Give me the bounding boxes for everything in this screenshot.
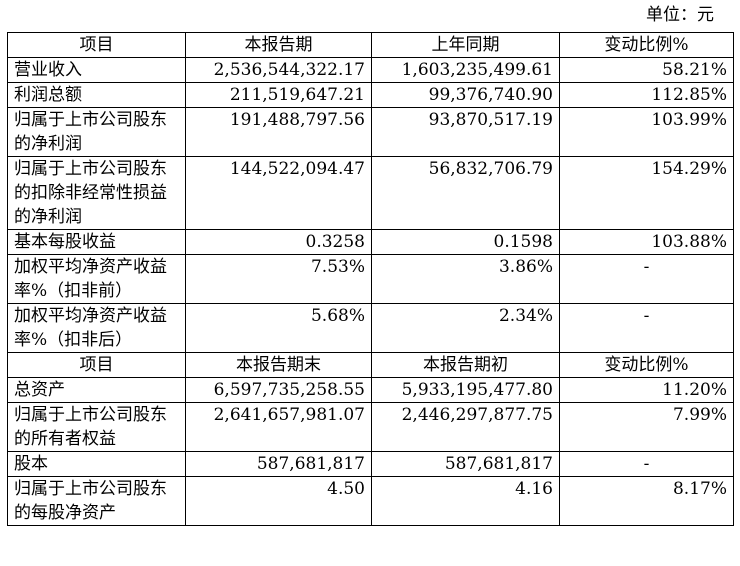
prior-value: 56,832,706.79 <box>371 156 560 230</box>
current-value: 7.53% <box>185 254 372 304</box>
table-row: 归属于上市公司股东的净利润 191,488,797.56 93,870,517.… <box>7 107 734 157</box>
current-value: 5.68% <box>185 303 372 353</box>
header-cell: 本报告期初 <box>371 352 560 378</box>
change-value: 58.21% <box>559 57 734 83</box>
header-cell: 变动比例% <box>559 352 734 378</box>
change-value: - <box>559 451 734 477</box>
row-label: 基本每股收益 <box>7 229 186 255</box>
prior-value: 93,870,517.19 <box>371 107 560 157</box>
row-label: 归属于上市公司股东的净利润 <box>7 107 186 157</box>
change-value: 154.29% <box>559 156 734 230</box>
row-label: 利润总额 <box>7 82 186 108</box>
table-row: 总资产 6,597,735,258.55 5,933,195,477.80 11… <box>7 377 734 403</box>
table-row: 加权平均净资产收益率%（扣非后） 5.68% 2.34% - <box>7 303 734 353</box>
prior-value: 587,681,817 <box>371 451 560 477</box>
row-label: 加权平均净资产收益率%（扣非前） <box>7 254 186 304</box>
row-label: 归属于上市公司股东的所有者权益 <box>7 402 186 452</box>
change-value: 103.99% <box>559 107 734 157</box>
table-row: 利润总额 211,519,647.21 99,376,740.90 112.85… <box>7 82 734 108</box>
row-label: 加权平均净资产收益率%（扣非后） <box>7 303 186 353</box>
header-cell: 项目 <box>7 32 186 58</box>
current-value: 0.3258 <box>185 229 372 255</box>
header-row-1: 项目 本报告期 上年同期 变动比例% <box>7 32 734 58</box>
table-row: 归属于上市公司股东的每股净资产 4.50 4.16 8.17% <box>7 476 734 526</box>
row-label: 总资产 <box>7 377 186 403</box>
financial-table: 项目 本报告期 上年同期 变动比例% 营业收入 2,536,544,322.17… <box>7 32 734 526</box>
change-value: 8.17% <box>559 476 734 526</box>
current-value: 144,522,094.47 <box>185 156 372 230</box>
current-value: 4.50 <box>185 476 372 526</box>
current-value: 211,519,647.21 <box>185 82 372 108</box>
row-label: 营业收入 <box>7 57 186 83</box>
change-value: 7.99% <box>559 402 734 452</box>
current-value: 2,641,657,981.07 <box>185 402 372 452</box>
row-label: 股本 <box>7 451 186 477</box>
change-value: 112.85% <box>559 82 734 108</box>
table-row: 归属于上市公司股东的所有者权益 2,641,657,981.07 2,446,2… <box>7 402 734 452</box>
prior-value: 99,376,740.90 <box>371 82 560 108</box>
prior-value: 3.86% <box>371 254 560 304</box>
change-value: - <box>559 254 734 304</box>
row-label: 归属于上市公司股东的每股净资产 <box>7 476 186 526</box>
current-value: 2,536,544,322.17 <box>185 57 372 83</box>
prior-value: 4.16 <box>371 476 560 526</box>
table-row: 股本 587,681,817 587,681,817 - <box>7 451 734 477</box>
current-value: 6,597,735,258.55 <box>185 377 372 403</box>
header-cell: 变动比例% <box>559 32 734 58</box>
current-value: 587,681,817 <box>185 451 372 477</box>
header-cell: 本报告期末 <box>185 352 372 378</box>
table-row: 归属于上市公司股东的扣除非经常性损益的净利润 144,522,094.47 56… <box>7 156 734 230</box>
row-label: 归属于上市公司股东的扣除非经常性损益的净利润 <box>7 156 186 230</box>
header-row-2: 项目 本报告期末 本报告期初 变动比例% <box>7 352 734 378</box>
prior-value: 2,446,297,877.75 <box>371 402 560 452</box>
table-row: 营业收入 2,536,544,322.17 1,603,235,499.61 5… <box>7 57 734 83</box>
prior-value: 2.34% <box>371 303 560 353</box>
prior-value: 0.1598 <box>371 229 560 255</box>
table-row: 基本每股收益 0.3258 0.1598 103.88% <box>7 229 734 255</box>
table-row: 加权平均净资产收益率%（扣非前） 7.53% 3.86% - <box>7 254 734 304</box>
header-cell: 本报告期 <box>185 32 372 58</box>
change-value: - <box>559 303 734 353</box>
change-value: 11.20% <box>559 377 734 403</box>
current-value: 191,488,797.56 <box>185 107 372 157</box>
prior-value: 1,603,235,499.61 <box>371 57 560 83</box>
header-cell: 项目 <box>7 352 186 378</box>
change-value: 103.88% <box>559 229 734 255</box>
unit-label: 单位：元 <box>646 5 714 25</box>
header-cell: 上年同期 <box>371 32 560 58</box>
prior-value: 5,933,195,477.80 <box>371 377 560 403</box>
